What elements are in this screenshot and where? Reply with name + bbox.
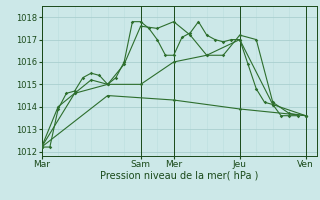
X-axis label: Pression niveau de la mer( hPa ): Pression niveau de la mer( hPa )	[100, 171, 258, 181]
